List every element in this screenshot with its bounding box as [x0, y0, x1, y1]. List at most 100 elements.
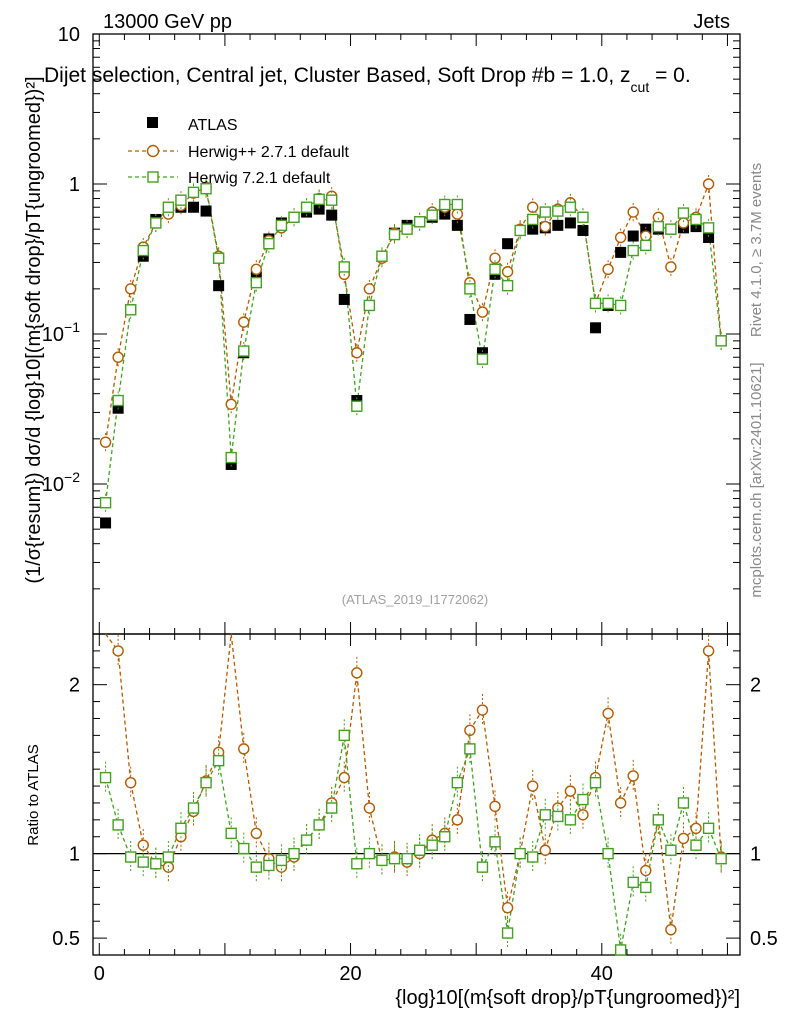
- point-top-herwig7: [212, 252, 225, 264]
- atlas-point: [439, 208, 451, 220]
- point-top-herwig7: [439, 198, 451, 211]
- point-top-herwigpp: [652, 211, 665, 223]
- header-left: 13000 GeV pp: [103, 11, 232, 33]
- point-top-herwig7: [413, 216, 426, 228]
- point-top-herwigpp: [124, 283, 137, 295]
- point-ratio-herwig7: [552, 810, 564, 823]
- point-top-herwig7: [690, 213, 702, 226]
- legend-marker-atlas: [147, 117, 158, 128]
- point-ratio-herwig7: [187, 802, 200, 814]
- legend-marker-herwigpp: [146, 144, 160, 158]
- point-ratio-herwig7: [652, 814, 665, 826]
- point-top-herwigpp: [665, 261, 677, 273]
- point-top-herwigpp: [627, 206, 639, 218]
- atlas-point: [313, 203, 325, 215]
- point-ratio-herwig7: [275, 854, 288, 867]
- point-top-herwig7: [464, 283, 476, 295]
- point-ratio-herwig7: [112, 819, 124, 831]
- atlas-point: [225, 458, 237, 470]
- point-ratio-herwig7: [401, 853, 413, 865]
- point-ratio-herwig7: [137, 856, 149, 868]
- point-top-herwig7: [99, 497, 112, 509]
- point-ratio-herwig7: [225, 827, 237, 840]
- point-top-herwigpp: [602, 263, 614, 275]
- point-ratio-herwig7: [589, 776, 602, 789]
- point-top-herwig7: [263, 237, 275, 250]
- point-top-herwig7: [715, 335, 727, 347]
- y-tick-label-bottom-right: 2: [750, 675, 761, 697]
- point-ratio-herwigpp: [112, 645, 124, 657]
- point-ratio-herwig7: [376, 854, 388, 867]
- y-tick-label-bottom: 0.5: [52, 928, 80, 950]
- point-top-herwigpp: [539, 220, 551, 233]
- point-top-herwig7: [363, 299, 376, 312]
- atlas-point: [564, 217, 576, 229]
- x-tick-label: 0: [94, 963, 105, 985]
- y-axis-label-top: (1/σ{resum}) dσ/d {log}10[(m{soft drop}/…: [23, 76, 45, 583]
- point-ratio-herwig7: [715, 853, 727, 865]
- point-top-herwig7: [702, 222, 715, 234]
- legend-label-herwigpp: Herwig++ 2.7.1 default: [188, 144, 350, 161]
- atlas-point: [552, 219, 564, 231]
- point-ratio-herwig7: [250, 861, 263, 873]
- point-top-herwig7: [162, 201, 175, 213]
- point-top-herwig7: [300, 201, 313, 213]
- point-top-herwig7: [238, 345, 250, 357]
- point-ratio-herwigpp: [124, 776, 137, 789]
- point-top-herwig7: [137, 244, 149, 257]
- point-top-herwig7: [351, 400, 363, 412]
- point-top-herwig7: [401, 223, 413, 235]
- series-line-top-herwigpp: [104, 183, 722, 443]
- point-top-herwig7: [489, 263, 501, 275]
- point-ratio-herwig7: [451, 776, 464, 789]
- point-top-herwigpp: [238, 316, 250, 328]
- atlas-point: [213, 280, 225, 292]
- point-ratio-herwig7: [212, 755, 225, 767]
- point-ratio-herwigpp: [602, 707, 614, 720]
- point-top-herwig7: [313, 193, 325, 206]
- atlas-point: [464, 313, 476, 325]
- point-top-herwig7: [614, 299, 627, 312]
- atlas-point: [200, 205, 212, 217]
- y-tick-label-top: 1: [69, 174, 80, 196]
- x-axis-label: {log}10[(m{soft drop}/pT{ungroomed})²]: [395, 987, 740, 1009]
- point-ratio-herwig7: [577, 793, 589, 806]
- atlas-point: [451, 219, 463, 231]
- point-top-herwigpp: [112, 351, 124, 363]
- point-ratio-herwigpp: [702, 645, 715, 657]
- point-top-herwigpp: [451, 208, 464, 220]
- point-top-herwig7: [552, 205, 564, 217]
- point-ratio-herwigpp: [665, 923, 677, 936]
- point-top-herwig7: [564, 201, 577, 213]
- point-ratio-herwig7: [124, 851, 137, 863]
- point-top-herwig7: [627, 244, 639, 257]
- point-ratio-herwigpp: [238, 743, 250, 755]
- atlas-point: [577, 224, 589, 236]
- point-top-herwig7: [388, 228, 401, 241]
- point-ratio-herwig7: [351, 858, 363, 870]
- atlas-point: [100, 517, 112, 529]
- y-axis-label-bottom: Ratio to ATLAS: [25, 744, 42, 845]
- point-ratio-herwig7: [313, 819, 325, 831]
- point-ratio-herwigpp: [338, 771, 350, 784]
- point-ratio-herwig7: [150, 858, 162, 870]
- point-ratio-herwigpp: [539, 844, 551, 856]
- point-top-herwig7: [426, 209, 438, 221]
- atlas-point: [590, 322, 602, 334]
- point-ratio-herwigpp: [451, 814, 464, 826]
- point-ratio-herwigpp: [489, 800, 501, 813]
- point-top-herwig7: [175, 194, 187, 206]
- point-top-herwig7: [501, 279, 514, 292]
- point-top-herwigpp: [614, 231, 627, 244]
- y-tick-label-bottom: 1: [69, 844, 80, 866]
- point-ratio-herwigpp: [627, 770, 639, 782]
- legend-label-atlas: ATLAS: [188, 117, 238, 134]
- point-ratio-herwig7: [363, 847, 376, 860]
- point-top-herwig7: [225, 451, 237, 464]
- point-top-herwig7: [325, 194, 338, 206]
- point-top-herwigpp: [640, 230, 652, 242]
- point-top-herwig7: [451, 198, 464, 211]
- atlas-point: [640, 223, 652, 235]
- point-ratio-herwig7: [564, 814, 577, 826]
